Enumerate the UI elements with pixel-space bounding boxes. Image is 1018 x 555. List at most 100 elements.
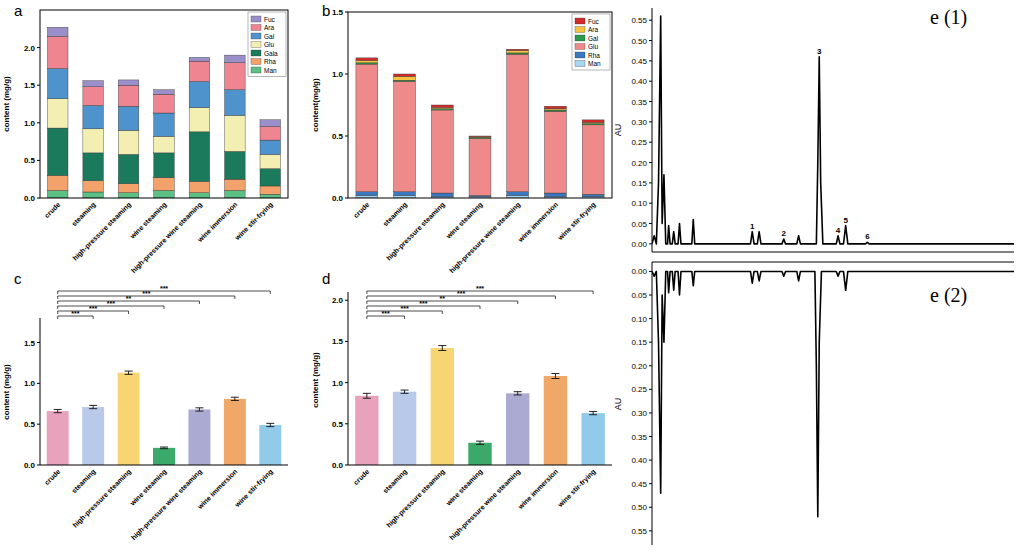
legend-label: Ara — [588, 26, 599, 33]
legend-swatch — [575, 35, 585, 41]
bar-segment — [225, 179, 246, 190]
y-tick-label: 0.45 — [631, 57, 647, 66]
bar-segment — [189, 132, 210, 182]
significance-label: *** — [142, 290, 150, 297]
y-tick-label: 0.40 — [631, 77, 647, 86]
legend-swatch — [251, 25, 261, 31]
bar-segment — [225, 151, 246, 179]
y-tick-label: 0.0 — [332, 461, 344, 470]
bar — [544, 376, 567, 465]
bar-segment — [544, 193, 566, 197]
x-tick-label: crude — [352, 201, 371, 220]
y-tick — [37, 122, 40, 123]
y-tick-label: 0.5 — [332, 132, 344, 141]
bar-segment — [47, 190, 68, 198]
y-tick-label: 0.20 — [631, 159, 647, 168]
bar-segment — [118, 85, 139, 106]
y-tick — [649, 365, 652, 366]
bar-segment — [154, 178, 175, 191]
bar-segment — [154, 113, 175, 136]
bar-segment — [260, 194, 281, 198]
x-tick-label: high-pressure wine steaming — [448, 468, 522, 542]
x-tick-label: wine stir-frying — [233, 201, 275, 243]
peak-label: 1 — [750, 222, 755, 231]
bar — [224, 399, 246, 465]
bar-segment — [469, 138, 491, 195]
bar-segment — [582, 194, 604, 196]
bar-segment — [431, 193, 453, 197]
x-tick-label: wine steaming — [444, 201, 484, 241]
legend-label: Gala — [264, 50, 278, 57]
y-tick — [37, 424, 40, 425]
bar-segment — [47, 27, 68, 36]
bar-segment — [154, 94, 175, 113]
y-tick — [649, 60, 652, 61]
plot-frame — [40, 10, 288, 198]
x-tick-label: steaming — [382, 201, 409, 228]
y-tick — [649, 121, 652, 122]
bar-segment — [118, 80, 139, 85]
y-tick — [345, 300, 348, 301]
bar — [581, 413, 604, 465]
legend-swatch — [251, 50, 261, 56]
panel-letter: b — [322, 2, 330, 19]
bar — [188, 409, 210, 465]
legend-label: Glu — [264, 41, 275, 48]
x-tick-label: wine immersion — [195, 468, 238, 511]
y-tick — [649, 40, 652, 41]
x-tick-label: wine steaming — [444, 468, 484, 508]
bar-segment — [83, 87, 104, 106]
y-tick — [649, 436, 652, 437]
bar-segment — [260, 186, 281, 194]
y-tick — [649, 203, 652, 204]
x-tick-label: high-pressure steaming — [71, 468, 133, 530]
y-tick-label: 1.5 — [332, 337, 344, 346]
plot-area — [652, 16, 1014, 244]
y-tick-label: 0.20 — [631, 362, 647, 371]
significance-label: *** — [457, 290, 465, 297]
x-tick-label: high-pressure steaming — [385, 468, 447, 530]
bar-segment — [356, 60, 378, 62]
x-tick-label: wine stir-frying — [556, 201, 598, 243]
bar — [47, 411, 69, 465]
y-tick-label: 0.55 — [631, 16, 647, 25]
y-tick — [649, 507, 652, 508]
y-tick — [649, 318, 652, 319]
bar-segment — [469, 136, 491, 138]
bar-segment — [260, 127, 281, 141]
peak-label: 5 — [843, 216, 848, 225]
bar-segment — [83, 192, 104, 198]
bar — [468, 443, 491, 465]
y-tick-label: 1.0 — [332, 70, 344, 79]
legend-label: Gal — [264, 33, 275, 40]
panel-title: e (2) — [930, 284, 967, 307]
significance-label: *** — [419, 300, 427, 307]
x-tick-label: high-pressure wine steaming — [130, 468, 204, 542]
panel-letter: c — [14, 270, 22, 287]
bar-segment — [154, 153, 175, 178]
bar-segment — [507, 49, 529, 50]
y-tick — [649, 295, 652, 296]
error-bar — [231, 397, 239, 400]
legend-swatch — [575, 61, 585, 67]
bar — [355, 396, 378, 465]
y-tick — [649, 162, 652, 163]
peak-label: 3 — [817, 47, 822, 56]
y-axis-label: content (mg/g) — [2, 364, 11, 420]
panel-title: e (1) — [930, 6, 967, 29]
y-tick-label: 0.10 — [631, 199, 647, 208]
y-axis-line — [652, 8, 653, 252]
x-tick-label: wine stir-frying — [556, 468, 598, 510]
bar-segment — [469, 136, 491, 138]
y-tick-label: 1.0 — [24, 379, 36, 388]
y-tick-label: 1.5 — [24, 339, 36, 348]
y-axis-label: AU — [613, 398, 623, 411]
trace — [652, 16, 1014, 244]
bar-segment — [431, 110, 453, 193]
x-axis-line — [348, 465, 612, 466]
bar-segment — [118, 130, 139, 154]
bar-segment — [83, 129, 104, 153]
error-bar — [54, 409, 62, 412]
bar — [259, 425, 281, 465]
legend-swatch — [251, 16, 261, 22]
